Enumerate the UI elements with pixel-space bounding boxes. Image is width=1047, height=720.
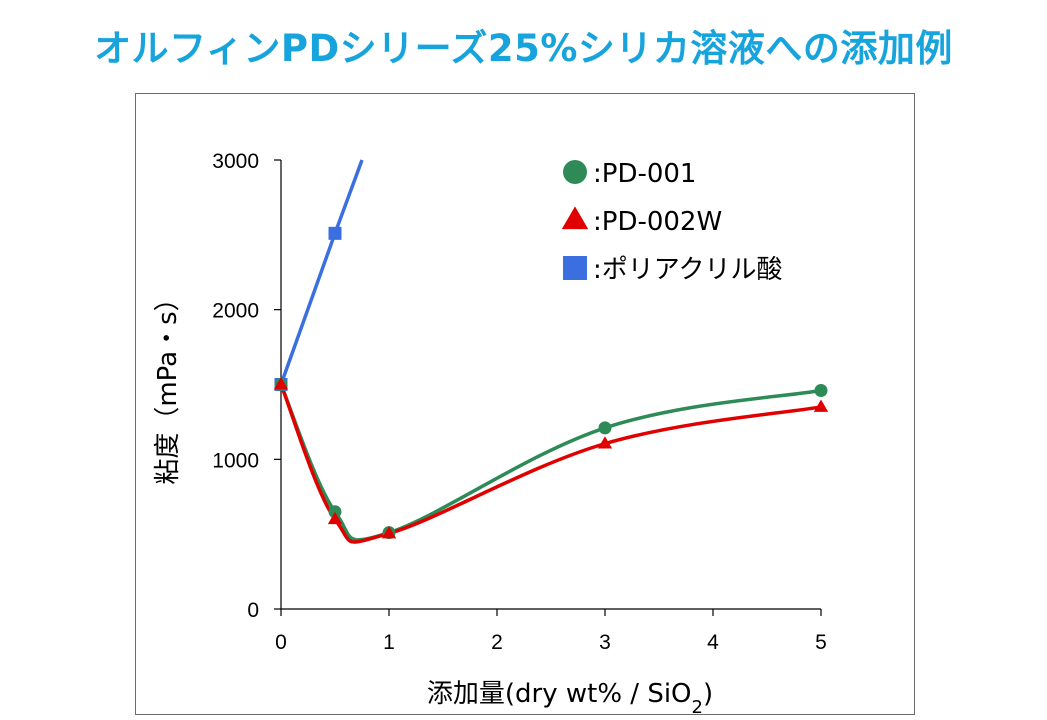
- data-point-1-4: [813, 399, 829, 412]
- y-tick-label: 3000: [212, 150, 259, 173]
- x-axis-title-main: 添加量(dry wt% / SiO: [427, 679, 692, 709]
- x-tick-label: 3: [599, 631, 611, 654]
- series-line-1: [279, 383, 822, 544]
- y-tick-label: 1000: [212, 449, 259, 472]
- x-tick-label: 2: [491, 631, 503, 654]
- y-tick-label: 0: [247, 599, 259, 622]
- x-axis-title-subscript: 2: [692, 697, 703, 718]
- data-point-0-4: [814, 383, 828, 397]
- chart-series-lines: [279, 159, 822, 544]
- data-point-1-1: [327, 511, 343, 525]
- legend-label-1: :PD-002W: [593, 207, 722, 237]
- chart-legend: :PD-001 :PD-002W :ポリアクリル酸: [561, 159, 782, 285]
- series-line-2: [279, 159, 364, 386]
- data-point-2-1: [328, 226, 342, 240]
- legend-label-0: :PD-001: [593, 159, 696, 189]
- y-tick-label: 2000: [212, 300, 259, 323]
- x-axis-title-end: ): [703, 679, 713, 709]
- data-point-1-0: [273, 377, 289, 390]
- x-tick-label: 0: [275, 631, 287, 654]
- x-tick-label: 1: [383, 631, 395, 654]
- y-axis-title: 粘度（mPa・s）: [153, 285, 183, 484]
- legend-marker-0: [563, 160, 587, 184]
- data-point-1-3: [597, 436, 613, 449]
- slide-title: オルフィンPDシリーズ25%シリカ溶液への添加例: [94, 27, 953, 70]
- legend-label-2: :ポリアクリル酸: [593, 255, 782, 285]
- x-axis-title: 添加量(dry wt% / SiO2): [427, 679, 713, 718]
- chart-markers: [273, 226, 829, 540]
- x-tick-label: 5: [815, 631, 827, 654]
- legend-marker-2: [563, 256, 587, 280]
- series-line-0: [279, 383, 822, 542]
- data-point-0-3: [598, 421, 612, 435]
- chart-frame: [135, 93, 915, 715]
- data-point-1-2: [381, 526, 397, 539]
- data-point-0-1: [328, 505, 342, 519]
- x-tick-label: 4: [707, 631, 719, 654]
- chart-axes: 0 1000 2000 3000 0 1 2 3 4 5: [212, 150, 827, 654]
- legend-marker-1: [561, 206, 589, 230]
